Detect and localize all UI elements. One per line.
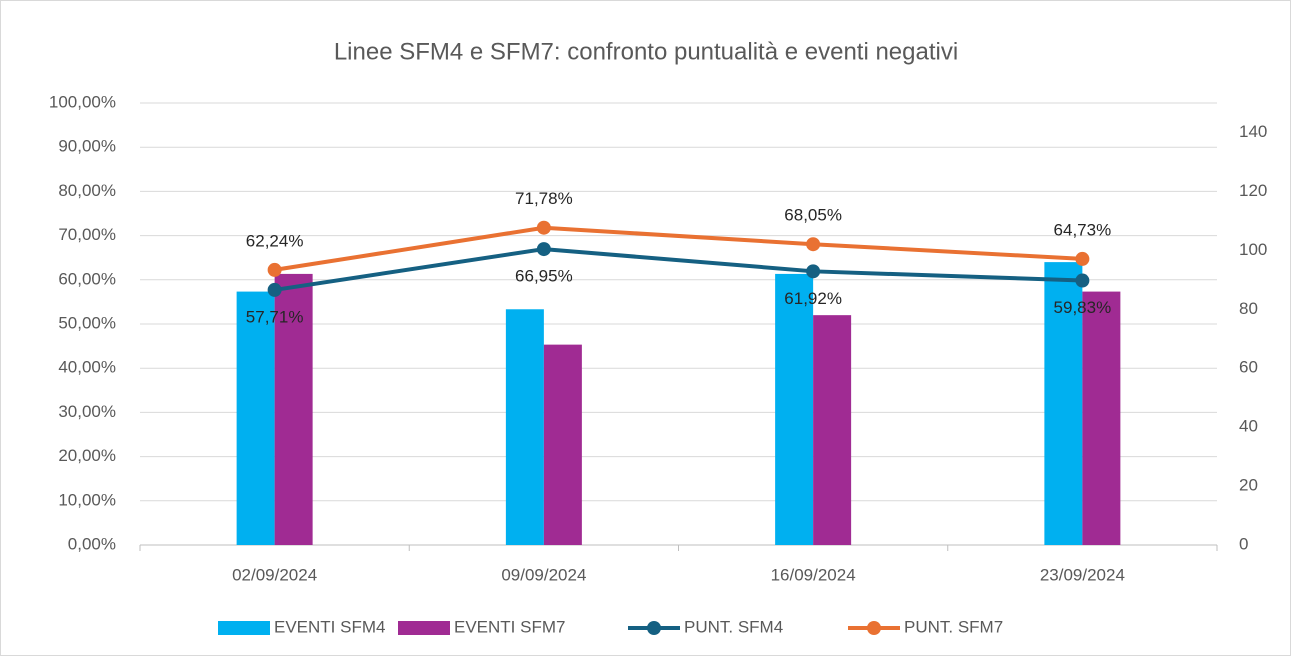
line [274, 247, 1083, 292]
y-tick-label: 20,00% [58, 446, 116, 465]
x-tick-label: 23/09/2024 [1040, 565, 1125, 584]
y2-tick-label: 0 [1239, 534, 1248, 553]
data-label: 59,83% [1054, 298, 1112, 317]
data-label: 71,78% [515, 189, 573, 208]
legend-label: PUNT. SFM4 [684, 617, 783, 636]
x-tick-label: 16/09/2024 [771, 565, 856, 584]
legend-swatch [647, 621, 661, 635]
chart-title: Linee SFM4 e SFM7: confronto puntualità … [334, 38, 958, 65]
y2-tick-label: 60 [1239, 358, 1258, 377]
y-tick-label: 10,00% [58, 490, 116, 509]
y-tick-label: 100,00% [49, 92, 116, 111]
marker [1075, 251, 1090, 266]
marker [806, 237, 821, 252]
legend-label: PUNT. SFM7 [904, 617, 1003, 636]
bar [543, 344, 582, 545]
y2-tick-label: 120 [1239, 181, 1267, 200]
data-label: 57,71% [246, 307, 304, 326]
data-label: 66,95% [515, 267, 573, 286]
data-label: 64,73% [1054, 220, 1112, 239]
bar [1082, 291, 1121, 545]
bar [1044, 262, 1083, 545]
y-tick-label: 90,00% [58, 137, 116, 156]
line [274, 225, 1083, 272]
marker [267, 282, 282, 297]
y-tick-label: 0,00% [68, 534, 116, 553]
x-tick-label: 02/09/2024 [232, 565, 317, 584]
legend-swatch [218, 621, 270, 635]
y2-tick-label: 20 [1239, 476, 1258, 495]
legend-label: EVENTI SFM4 [274, 617, 385, 636]
legend-swatch [867, 621, 881, 635]
data-label: 68,05% [784, 206, 842, 225]
marker [1075, 273, 1090, 288]
y2-tick-label: 100 [1239, 240, 1267, 259]
y-tick-label: 30,00% [58, 402, 116, 421]
y2-tick-label: 140 [1239, 122, 1267, 141]
y-tick-label: 50,00% [58, 313, 116, 332]
legend-label: EVENTI SFM7 [454, 617, 565, 636]
data-label: 62,24% [246, 231, 304, 250]
y-tick-label: 70,00% [58, 225, 116, 244]
y2-tick-label: 40 [1239, 417, 1258, 436]
x-tick-label: 09/09/2024 [501, 565, 586, 584]
bar [813, 315, 852, 545]
y-tick-label: 60,00% [58, 269, 116, 288]
bar [505, 309, 544, 545]
legend-swatch [398, 621, 450, 635]
bar [236, 291, 275, 545]
marker [267, 262, 282, 277]
y-tick-label: 80,00% [58, 181, 116, 200]
data-label: 61,92% [784, 289, 842, 308]
marker [806, 264, 821, 279]
y2-tick-label: 80 [1239, 299, 1258, 318]
marker [536, 220, 551, 235]
marker [536, 242, 551, 257]
y-tick-label: 40,00% [58, 358, 116, 377]
bar [274, 273, 313, 545]
bar [775, 273, 814, 545]
